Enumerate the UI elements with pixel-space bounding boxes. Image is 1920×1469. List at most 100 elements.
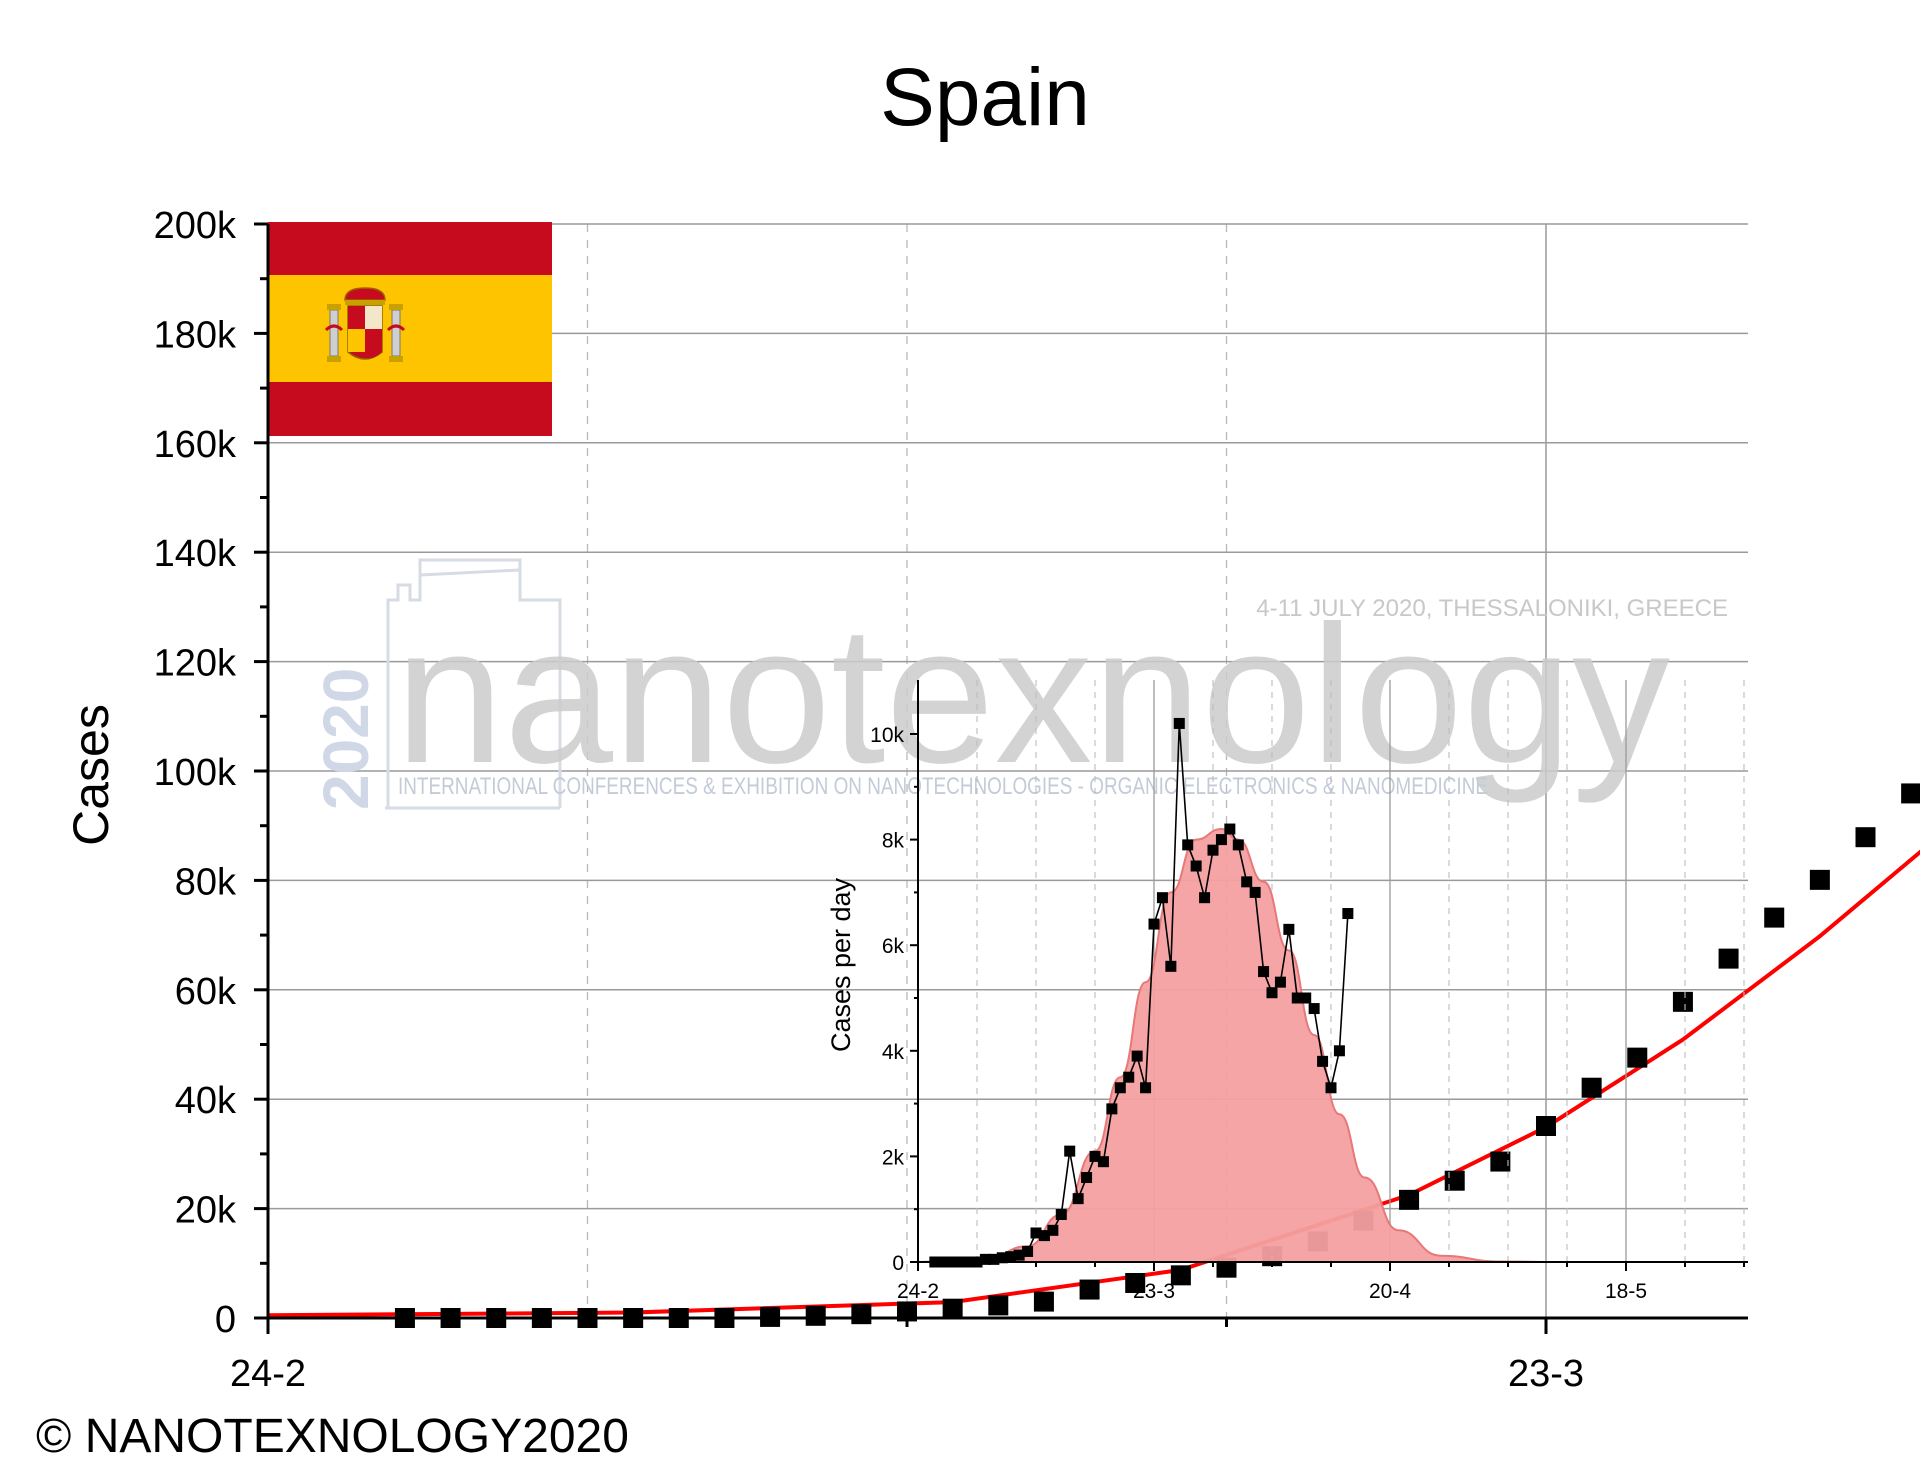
inset-data-point bbox=[1249, 886, 1261, 898]
inset-data-point bbox=[1148, 918, 1160, 930]
inset-data-point bbox=[1182, 839, 1194, 851]
watermark-year: 2020 bbox=[310, 668, 382, 810]
inset-data-point bbox=[1156, 892, 1168, 904]
inset-data-point bbox=[1005, 1251, 1017, 1263]
main-data-point bbox=[1033, 1291, 1054, 1312]
inset-gaussian-area bbox=[917, 827, 1744, 1264]
main-data-point bbox=[1901, 783, 1920, 804]
inset-data-points bbox=[929, 717, 1354, 1268]
inset-data-point bbox=[1300, 992, 1312, 1004]
inset-data-point bbox=[1047, 1224, 1059, 1236]
main-data-point bbox=[1399, 1189, 1420, 1210]
main-data-point bbox=[1444, 1170, 1465, 1191]
main-grid bbox=[267, 223, 1748, 1318]
spain-flag bbox=[268, 222, 552, 436]
inset-y-tick-label: 0 bbox=[892, 1252, 904, 1275]
copyright-text: © NANOTEXNOLOGY2020 bbox=[36, 1410, 629, 1463]
watermark-brand: nanotexnology bbox=[395, 585, 1670, 804]
inset-data-point bbox=[1342, 908, 1354, 920]
main-y-tick-label: 40k bbox=[175, 1080, 237, 1122]
inset-data-point bbox=[1089, 1150, 1101, 1162]
watermark-tower-icon bbox=[385, 558, 562, 810]
main-data-point bbox=[1536, 1116, 1556, 1137]
inset-x-tick-label: 23-3 bbox=[1133, 1280, 1175, 1303]
main-y-tick-label: 60k bbox=[175, 971, 237, 1013]
main-y-tick-label: 100k bbox=[154, 752, 237, 794]
main-y-tick-label: 120k bbox=[154, 643, 237, 685]
inset-data-point bbox=[1317, 1055, 1329, 1067]
main-data-point bbox=[1170, 1265, 1191, 1286]
inset-y-tick-label: 4k bbox=[882, 1041, 905, 1064]
inset-data-point bbox=[1131, 1050, 1143, 1062]
inset-data-point bbox=[1064, 1145, 1076, 1157]
main-data-point bbox=[1125, 1272, 1146, 1293]
inset-data-point bbox=[1207, 844, 1219, 856]
inset-data-point bbox=[1140, 1082, 1152, 1094]
inset-data-point bbox=[1215, 834, 1227, 846]
main-y-tick-label: 20k bbox=[175, 1190, 237, 1232]
inset-data-point bbox=[1325, 1082, 1337, 1094]
inset-x-tick-label: 18-5 bbox=[1605, 1280, 1647, 1303]
inset-data-point bbox=[988, 1253, 1000, 1265]
inset-data-point bbox=[1055, 1208, 1067, 1220]
main-data-point bbox=[1627, 1047, 1648, 1068]
inset-data-point bbox=[1097, 1156, 1109, 1168]
main-x-tick-label: 23-3 bbox=[1508, 1353, 1584, 1395]
chart-title: Spain bbox=[880, 52, 1090, 143]
main-data-point bbox=[942, 1298, 963, 1319]
main-data-point bbox=[1079, 1279, 1100, 1300]
inset-data-point bbox=[1013, 1249, 1025, 1261]
inset-data-point bbox=[1333, 1045, 1345, 1057]
main-data-point bbox=[1718, 948, 1739, 969]
inset-data-point bbox=[1283, 923, 1295, 935]
main-data-point bbox=[805, 1305, 826, 1326]
main-data-point bbox=[1764, 907, 1785, 928]
watermark-tagline: 4-11 JULY 2020, THESSALONIKI, GREECE bbox=[1256, 595, 1728, 622]
inset-data-point bbox=[996, 1252, 1008, 1264]
inset-y-tick-label: 2k bbox=[882, 1146, 905, 1169]
inset-y-axis-label: Cases per day bbox=[826, 877, 856, 1052]
main-x-tick-label: 24-2 bbox=[230, 1353, 306, 1395]
inset-data-point bbox=[979, 1253, 991, 1265]
inset-data-point bbox=[1258, 966, 1270, 978]
inset-data-point bbox=[1081, 1172, 1093, 1184]
inset-data-point bbox=[1123, 1071, 1135, 1083]
inset-data-point bbox=[1274, 976, 1286, 988]
inset-data-point bbox=[1232, 839, 1244, 851]
main-y-tick-label: 0 bbox=[215, 1299, 236, 1341]
inset-data-point bbox=[1266, 987, 1278, 999]
inset-data-point bbox=[1291, 992, 1303, 1004]
inset-data-point bbox=[1199, 892, 1211, 904]
inset-data-point bbox=[1038, 1230, 1050, 1242]
main-y-axis-label: Cases bbox=[63, 704, 119, 846]
inset-y-tick-label: 8k bbox=[882, 830, 905, 853]
main-data-point bbox=[1809, 869, 1830, 890]
main-axes: 0 20k 40k 60k 80k 100k 120k 140k 160k 180k 200k 24-… bbox=[154, 205, 1748, 1395]
inset-data-point bbox=[1106, 1103, 1118, 1115]
main-y-tick-label: 140k bbox=[154, 533, 237, 575]
inset-x-tick-label: 24-2 bbox=[897, 1280, 939, 1303]
inset-data-point bbox=[1165, 960, 1177, 972]
inset-data-point bbox=[1190, 860, 1202, 872]
inset-y-tick-label: 10k bbox=[870, 724, 904, 747]
main-y-tick-label: 200k bbox=[154, 205, 237, 247]
inset-data-point bbox=[1308, 1003, 1320, 1015]
main-y-tick-label: 80k bbox=[175, 861, 237, 903]
main-y-tick-label: 180k bbox=[154, 314, 237, 356]
inset-axes: 0 2k 4k 6k 8k 10k 24-2 23-3 20-4 18-5 bbox=[870, 680, 1748, 1303]
main-y-tick-label: 160k bbox=[154, 424, 237, 466]
coat-of-arms-icon bbox=[324, 287, 406, 362]
watermark-subtitle: INTERNATIONAL CONFERENCES & EXHIBITION O… bbox=[398, 773, 1488, 800]
inset-y-tick-label: 6k bbox=[882, 935, 905, 958]
main-data-point bbox=[988, 1295, 1009, 1316]
inset-data-point bbox=[1241, 876, 1253, 888]
main-data-point bbox=[851, 1304, 872, 1325]
main-data-point bbox=[1581, 1077, 1602, 1098]
inset-x-tick-label: 20-4 bbox=[1369, 1280, 1411, 1303]
inset-data-point bbox=[1030, 1227, 1042, 1239]
main-data-point bbox=[1672, 991, 1693, 1012]
inset-data-point bbox=[1072, 1193, 1084, 1205]
inset-data-point bbox=[1173, 717, 1185, 729]
inset-data-point bbox=[1022, 1245, 1034, 1257]
